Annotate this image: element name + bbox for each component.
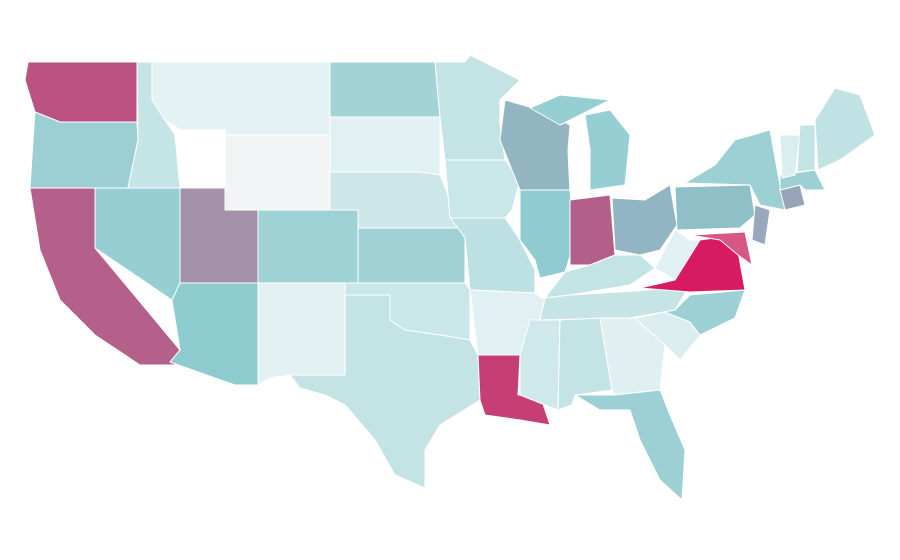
state bbox=[629, 289, 746, 336]
state bbox=[357, 227, 466, 284]
state bbox=[329, 61, 441, 118]
state bbox=[584, 109, 631, 191]
state bbox=[224, 134, 331, 211]
state bbox=[434, 54, 521, 161]
state bbox=[689, 231, 753, 266]
state bbox=[257, 209, 359, 284]
state bbox=[779, 134, 801, 179]
state bbox=[674, 184, 756, 231]
state bbox=[257, 282, 346, 386]
state bbox=[169, 282, 259, 386]
state bbox=[529, 94, 611, 126]
state bbox=[24, 61, 138, 123]
state bbox=[289, 294, 481, 489]
state bbox=[814, 87, 876, 171]
state bbox=[151, 61, 331, 136]
state bbox=[654, 229, 701, 281]
state bbox=[796, 124, 816, 173]
state bbox=[751, 204, 771, 246]
state bbox=[444, 159, 521, 219]
state bbox=[29, 111, 139, 189]
state bbox=[519, 319, 561, 411]
state bbox=[611, 184, 678, 256]
state bbox=[477, 354, 551, 426]
state bbox=[574, 389, 686, 501]
state bbox=[329, 116, 441, 176]
state bbox=[569, 194, 616, 266]
